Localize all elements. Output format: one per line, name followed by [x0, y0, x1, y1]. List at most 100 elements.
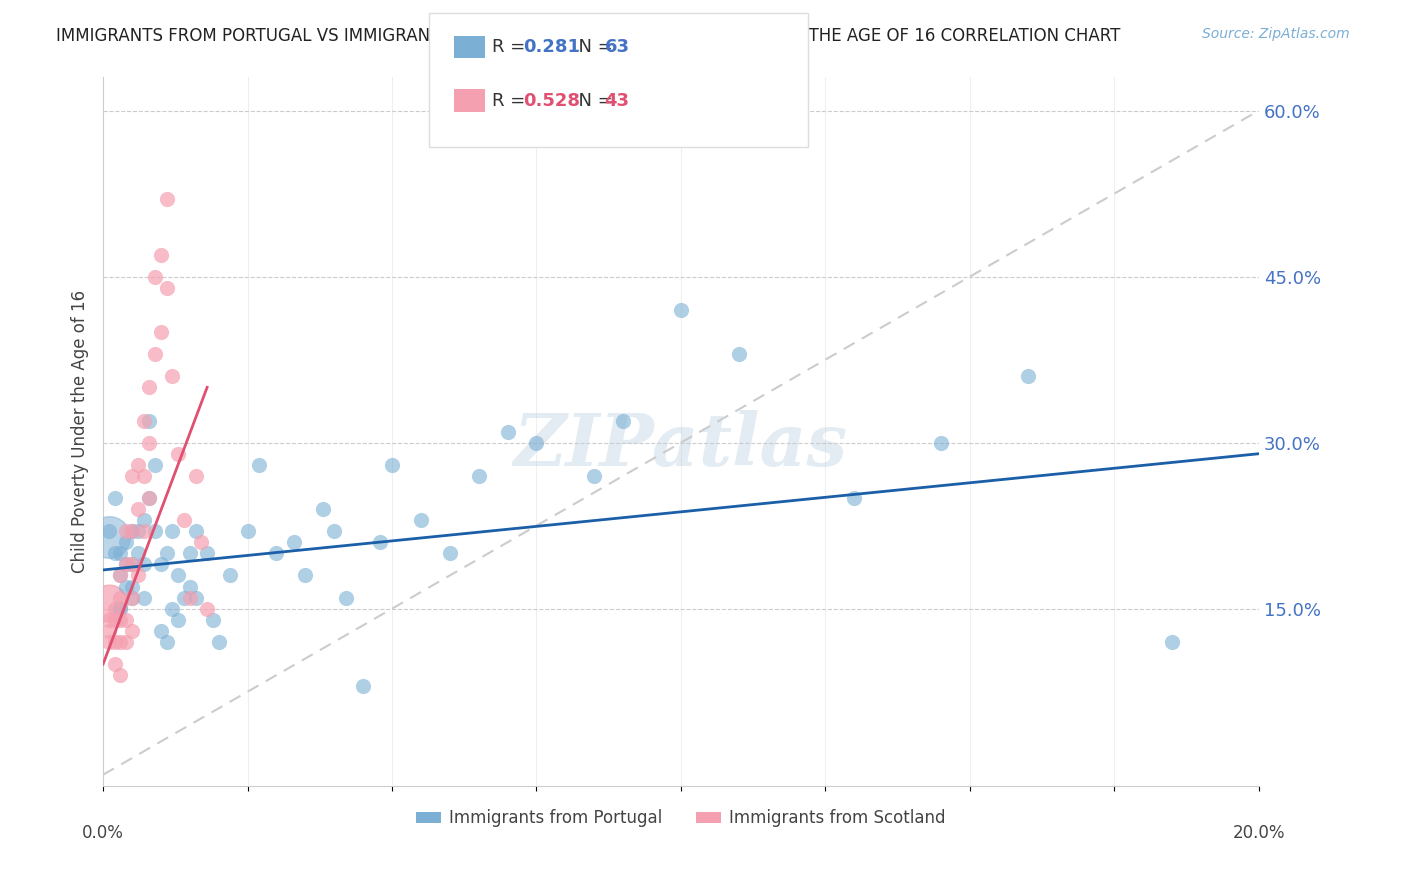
Point	[143, 524, 166, 539]
Point	[669, 302, 692, 317]
Point	[110, 568, 132, 582]
Point	[149, 325, 172, 339]
Point	[247, 458, 270, 472]
Legend: Immigrants from Portugal, Immigrants from Scotland: Immigrants from Portugal, Immigrants fro…	[409, 803, 952, 834]
Point	[110, 668, 132, 682]
Point	[149, 247, 172, 261]
Point	[312, 502, 335, 516]
Point	[156, 546, 179, 560]
Point	[127, 546, 149, 560]
Point	[143, 269, 166, 284]
Point	[156, 192, 179, 206]
Point	[335, 591, 357, 605]
Point	[132, 513, 155, 527]
Point	[104, 491, 127, 505]
Point	[439, 546, 461, 560]
Point	[115, 635, 138, 649]
Point	[156, 281, 179, 295]
Point	[167, 568, 190, 582]
Text: 20.0%: 20.0%	[1233, 824, 1285, 843]
Point	[184, 468, 207, 483]
Point	[138, 413, 160, 427]
Text: ZIPatlas: ZIPatlas	[513, 410, 848, 482]
Point	[127, 502, 149, 516]
Text: N =: N =	[567, 92, 619, 110]
Point	[266, 546, 288, 560]
Point	[143, 458, 166, 472]
Point	[121, 558, 143, 572]
Point	[1017, 369, 1039, 384]
Point	[179, 580, 201, 594]
Text: 43: 43	[605, 92, 630, 110]
Point	[104, 601, 127, 615]
Point	[127, 568, 149, 582]
Point	[127, 458, 149, 472]
Point	[110, 635, 132, 649]
Point	[162, 369, 184, 384]
Point	[132, 524, 155, 539]
Point	[179, 546, 201, 560]
Point	[195, 546, 218, 560]
Text: IMMIGRANTS FROM PORTUGAL VS IMMIGRANTS FROM SCOTLAND CHILD POVERTY UNDER THE AGE: IMMIGRANTS FROM PORTUGAL VS IMMIGRANTS F…	[56, 27, 1121, 45]
Point	[149, 624, 172, 638]
Point	[156, 635, 179, 649]
Point	[167, 447, 190, 461]
Point	[97, 613, 120, 627]
Point	[97, 524, 120, 539]
Point	[583, 468, 606, 483]
Point	[236, 524, 259, 539]
Point	[929, 435, 952, 450]
Point	[121, 524, 143, 539]
Point	[138, 491, 160, 505]
Point	[104, 613, 127, 627]
Point	[190, 535, 212, 549]
Point	[115, 558, 138, 572]
Point	[115, 613, 138, 627]
Point	[219, 568, 242, 582]
Point	[110, 613, 132, 627]
Point	[121, 524, 143, 539]
Point	[208, 635, 231, 649]
Point	[121, 591, 143, 605]
Point	[1161, 635, 1184, 649]
Point	[162, 524, 184, 539]
Point	[97, 596, 120, 610]
Point	[352, 679, 374, 693]
Point	[104, 635, 127, 649]
Point	[173, 591, 195, 605]
Text: 0.528: 0.528	[523, 92, 581, 110]
Point	[97, 624, 120, 638]
Point	[195, 601, 218, 615]
Point	[132, 558, 155, 572]
Point	[115, 580, 138, 594]
Text: Source: ZipAtlas.com: Source: ZipAtlas.com	[1202, 27, 1350, 41]
Point	[115, 535, 138, 549]
Point	[201, 613, 224, 627]
Point	[162, 601, 184, 615]
Point	[127, 524, 149, 539]
Point	[149, 558, 172, 572]
Point	[138, 380, 160, 394]
Text: 63: 63	[605, 38, 630, 56]
Point	[323, 524, 346, 539]
Point	[121, 624, 143, 638]
Point	[138, 491, 160, 505]
Point	[121, 558, 143, 572]
Point	[104, 546, 127, 560]
Point	[283, 535, 305, 549]
Point	[844, 491, 866, 505]
Point	[132, 591, 155, 605]
Point	[370, 535, 392, 549]
Point	[132, 468, 155, 483]
Point	[173, 513, 195, 527]
Y-axis label: Child Poverty Under the Age of 16: Child Poverty Under the Age of 16	[72, 290, 89, 574]
Point	[294, 568, 316, 582]
Point	[132, 413, 155, 427]
Point	[727, 347, 749, 361]
Point	[143, 347, 166, 361]
Point	[115, 558, 138, 572]
Point	[612, 413, 634, 427]
Point	[121, 591, 143, 605]
Text: N =: N =	[567, 38, 619, 56]
Point	[115, 524, 138, 539]
